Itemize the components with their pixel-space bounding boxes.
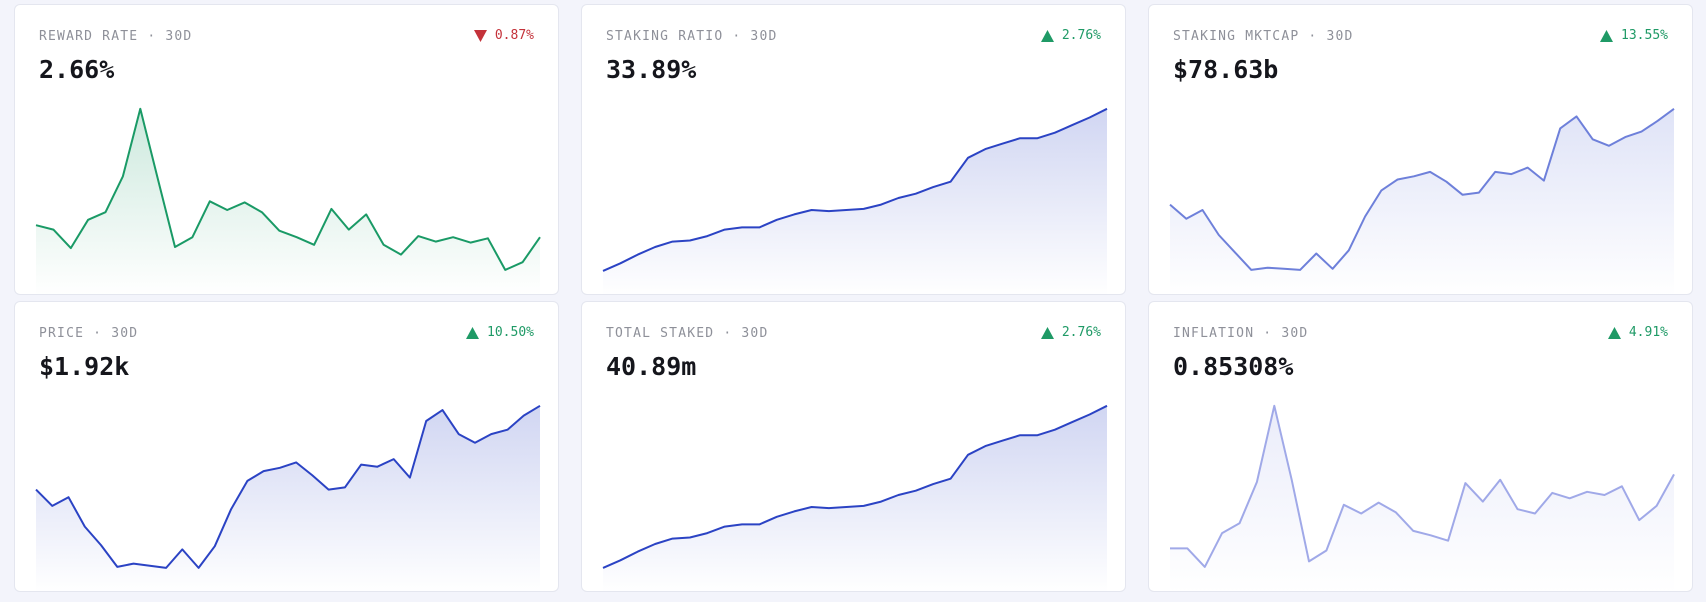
metric-label: PRICE · 30D [39,326,139,341]
sparkline [35,107,541,294]
metric-value: $78.63b [1173,55,1279,84]
arrow-up-icon [1607,326,1621,339]
sparkline-area [1170,108,1674,294]
sparkline-line [35,404,541,569]
arrow [1607,326,1621,339]
arrow-up-icon [1040,29,1054,42]
change-value: 13.55% [1621,28,1668,43]
change-value: 0.87% [494,28,534,43]
metric-change: 4.91% [1607,325,1668,340]
sparkline-line [1170,404,1675,568]
metric-label: INFLATION · 30D [1173,326,1309,341]
metric-change: 2.76% [1040,325,1101,340]
metric-label: STAKING MKTCAP · 30D [1173,29,1354,44]
sparkline-line [1169,107,1675,271]
metric-change: 2.76% [1040,28,1101,43]
sparkline-line [602,404,1108,569]
arrow-up-icon [1600,29,1614,42]
change-value: 10.50% [487,325,534,340]
sparkline-line [602,107,1108,272]
change-value: 2.76% [1061,28,1101,43]
sparkline-area [1170,405,1674,591]
metric-value: 33.89% [606,55,697,84]
metric-change: 13.55% [1600,28,1668,43]
metric-change: 0.87% [473,28,534,43]
sparkline-area [603,108,1107,294]
sparkline [1169,107,1675,294]
arrow [1040,326,1054,339]
metric-change: 10.50% [466,325,534,340]
metric-value: 0.85308% [1173,352,1294,381]
metric-card: PRICE · 30D $1.92k 10.50% [14,301,559,592]
metric-value: 2.66% [39,55,115,84]
sparkline [602,404,1108,591]
sparkline [602,107,1108,294]
sparkline-area [36,405,540,591]
sparkline [1170,404,1675,591]
metric-card: INFLATION · 30D 0.85308% 4.91% [1148,301,1693,592]
arrow [1600,29,1614,42]
metric-label: TOTAL STAKED · 30D [606,326,769,341]
metric-label: STAKING RATIO · 30D [606,29,778,44]
metric-value: $1.92k [39,352,130,381]
arrow [473,29,487,42]
change-value: 2.76% [1061,325,1101,340]
metric-card: REWARD RATE · 30D 2.66% 0.87% [14,4,559,295]
sparkline-area [603,405,1107,591]
sparkline-line [35,107,541,271]
metric-card: STAKING MKTCAP · 30D $78.63b 13.55% [1148,4,1693,295]
sparkline-area [36,108,540,294]
arrow [1040,29,1054,42]
arrow [466,326,480,339]
metric-value: 40.89m [606,352,697,381]
arrow-up-icon [1040,326,1054,339]
metric-card: STAKING RATIO · 30D 33.89% 2.76% [581,4,1126,295]
arrow-up-icon [466,326,480,339]
sparkline [35,404,541,591]
metric-label: REWARD RATE · 30D [39,29,193,44]
arrow-down-icon [473,29,487,42]
change-value: 4.91% [1628,325,1668,340]
metric-card: TOTAL STAKED · 30D 40.89m 2.76% [581,301,1126,592]
